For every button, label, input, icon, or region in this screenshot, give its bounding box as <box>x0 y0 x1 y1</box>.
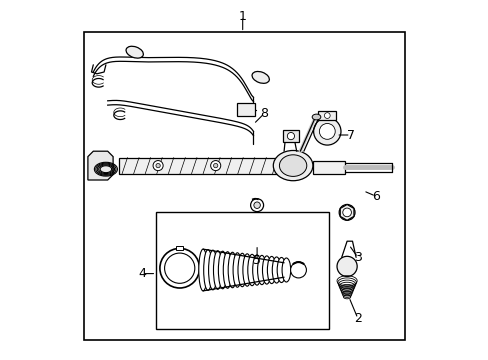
Ellipse shape <box>252 255 261 285</box>
Ellipse shape <box>313 118 340 145</box>
Ellipse shape <box>279 155 306 176</box>
Ellipse shape <box>311 114 320 120</box>
Ellipse shape <box>267 256 275 284</box>
Circle shape <box>153 161 163 171</box>
Text: 2: 2 <box>353 312 361 325</box>
Circle shape <box>213 163 218 168</box>
Bar <box>283 130 298 142</box>
Ellipse shape <box>228 252 236 288</box>
Ellipse shape <box>218 251 226 289</box>
Ellipse shape <box>251 72 269 83</box>
Ellipse shape <box>233 253 241 287</box>
Circle shape <box>253 202 260 208</box>
Bar <box>118 158 287 174</box>
Ellipse shape <box>238 253 246 287</box>
Ellipse shape <box>199 249 207 291</box>
Text: 4: 4 <box>138 267 145 280</box>
Circle shape <box>339 204 354 220</box>
Ellipse shape <box>319 123 335 139</box>
Bar <box>84 32 404 340</box>
Ellipse shape <box>273 150 312 181</box>
Ellipse shape <box>277 257 285 283</box>
Circle shape <box>156 163 160 168</box>
Ellipse shape <box>208 250 217 290</box>
Text: 6: 6 <box>371 190 379 203</box>
Ellipse shape <box>243 254 251 286</box>
Text: 7: 7 <box>346 129 354 141</box>
Bar <box>156 212 328 329</box>
Ellipse shape <box>247 254 256 286</box>
Ellipse shape <box>262 256 270 284</box>
Ellipse shape <box>203 249 212 291</box>
Text: 8: 8 <box>260 107 268 120</box>
Text: 5: 5 <box>253 255 261 267</box>
Circle shape <box>287 132 294 140</box>
Circle shape <box>210 161 220 171</box>
Ellipse shape <box>282 258 290 282</box>
Bar <box>237 103 255 116</box>
Polygon shape <box>88 151 113 180</box>
Text: 3: 3 <box>353 251 361 264</box>
Circle shape <box>336 256 356 276</box>
Bar <box>312 161 345 174</box>
Bar <box>318 111 336 120</box>
Polygon shape <box>340 204 353 220</box>
Text: 1: 1 <box>238 10 246 23</box>
Bar <box>176 246 182 250</box>
Ellipse shape <box>223 252 231 288</box>
Ellipse shape <box>126 46 143 58</box>
Ellipse shape <box>257 255 265 285</box>
Circle shape <box>342 208 351 217</box>
Circle shape <box>164 253 194 283</box>
Circle shape <box>290 262 306 278</box>
Ellipse shape <box>272 257 280 283</box>
Circle shape <box>324 113 329 118</box>
Ellipse shape <box>213 251 222 289</box>
Circle shape <box>250 199 263 212</box>
Circle shape <box>160 248 199 288</box>
